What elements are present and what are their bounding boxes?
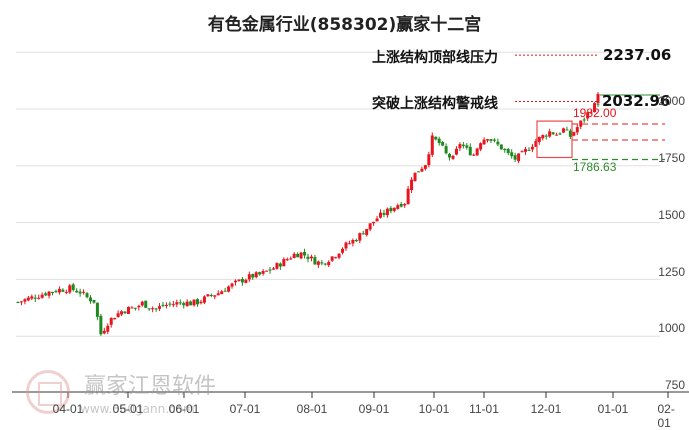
y-tick-2000: 2000 xyxy=(658,94,685,108)
watermark-url: www.360gann.com xyxy=(80,402,195,416)
overlay-lines xyxy=(515,54,665,161)
watermark-logo-icon xyxy=(26,370,70,414)
x-tick: 09-01 xyxy=(358,402,390,416)
pressure-value: 2237.06 xyxy=(603,46,672,64)
x-tick: 02-01 xyxy=(657,402,675,430)
x-tick: 04-01 xyxy=(52,402,84,416)
warning-label: 突破上涨结构警戒线 xyxy=(372,96,498,112)
y-tick-1750: 1750 xyxy=(658,151,685,165)
x-tick: 07-01 xyxy=(229,402,261,416)
x-tick: 12-01 xyxy=(530,402,562,416)
x-tick: 05-01 xyxy=(112,402,144,416)
y-tick-750: 750 xyxy=(664,378,685,392)
y-tick-1500: 1500 xyxy=(658,208,685,222)
watermark-brand: 赢家江恩软件 xyxy=(84,374,217,399)
y-tick-1250: 1250 xyxy=(658,265,685,279)
warning-value: 2032.96 xyxy=(602,92,671,110)
box-low-label: 1786.63 xyxy=(573,160,617,174)
pressure-label: 上涨结构顶部线压力 xyxy=(372,50,498,66)
x-tick: 06-01 xyxy=(168,402,200,416)
box-high-label: 1982.00 xyxy=(573,106,617,120)
x-tick: 08-01 xyxy=(296,402,328,416)
candles xyxy=(16,101,600,336)
x-tick: 01-01 xyxy=(597,402,629,416)
y-tick-1000: 1000 xyxy=(658,321,685,335)
chart-title: 有色金属行业(858302)赢家十二宫 xyxy=(207,15,482,35)
x-tick: 10-01 xyxy=(418,402,450,416)
x-tick: 11-01 xyxy=(469,402,499,416)
grid-lines xyxy=(16,51,660,337)
